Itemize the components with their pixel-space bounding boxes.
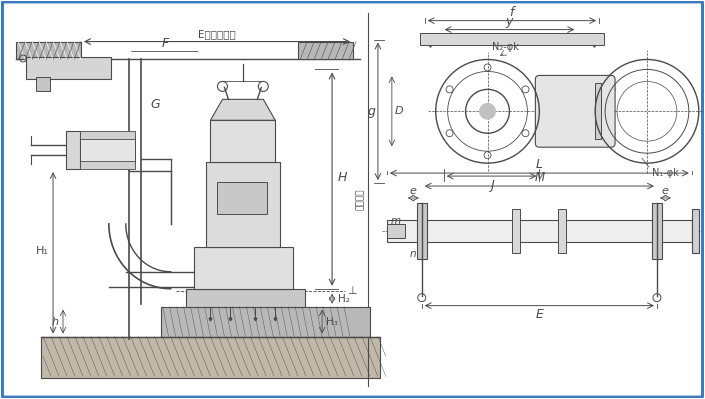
- Bar: [161, 306, 370, 336]
- Text: J: J: [490, 179, 493, 192]
- Bar: [206, 162, 281, 247]
- Bar: [419, 33, 604, 45]
- Bar: [80, 131, 135, 139]
- Text: H: H: [338, 171, 348, 184]
- Text: H₂: H₂: [338, 294, 350, 304]
- Text: M: M: [534, 171, 544, 184]
- Bar: [80, 136, 135, 164]
- Bar: [692, 209, 699, 253]
- Text: G: G: [151, 98, 160, 111]
- Circle shape: [479, 103, 496, 119]
- Text: e: e: [661, 186, 668, 196]
- Text: E最小的池口: E最小的池口: [197, 30, 235, 40]
- Text: 最低水位: 最低水位: [356, 188, 365, 210]
- Bar: [16, 41, 81, 59]
- Bar: [387, 220, 692, 242]
- Bar: [194, 247, 293, 289]
- Text: m: m: [391, 216, 401, 226]
- Text: F: F: [162, 37, 169, 49]
- Text: e: e: [410, 186, 416, 196]
- Text: y: y: [505, 15, 513, 28]
- Text: ⊥: ⊥: [347, 286, 357, 296]
- FancyBboxPatch shape: [535, 75, 615, 147]
- Bar: [298, 41, 353, 59]
- Bar: [558, 209, 566, 253]
- Text: g: g: [368, 105, 376, 118]
- Text: φC: φC: [85, 142, 101, 152]
- Bar: [41, 336, 380, 378]
- Text: n: n: [410, 249, 416, 259]
- Text: H₃: H₃: [326, 316, 338, 326]
- Bar: [211, 120, 275, 162]
- Polygon shape: [211, 99, 275, 120]
- Bar: [217, 182, 267, 214]
- Bar: [66, 131, 80, 169]
- Bar: [652, 203, 662, 259]
- Bar: [513, 209, 520, 253]
- Text: L: L: [536, 158, 543, 171]
- Text: h: h: [52, 316, 59, 326]
- Bar: [26, 57, 111, 79]
- Text: N₂-φk: N₂-φk: [492, 41, 519, 51]
- Bar: [185, 289, 305, 306]
- Text: H₁: H₁: [36, 246, 49, 256]
- Bar: [80, 161, 135, 169]
- Text: D: D: [395, 106, 403, 116]
- Bar: [387, 224, 405, 238]
- Bar: [36, 77, 50, 91]
- Bar: [417, 203, 427, 259]
- Text: N₁-φk: N₁-φk: [652, 168, 679, 178]
- Text: E: E: [535, 308, 544, 321]
- Bar: [595, 83, 601, 139]
- Text: f: f: [509, 6, 514, 19]
